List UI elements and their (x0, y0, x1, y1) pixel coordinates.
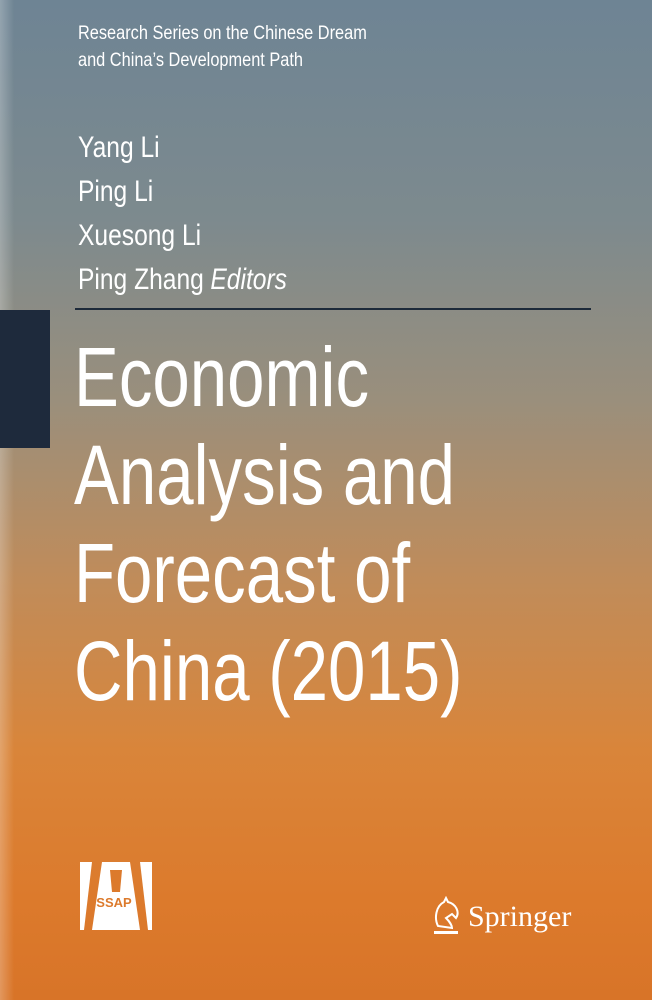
editors-label: Editors (210, 263, 287, 296)
spine-block (0, 310, 50, 448)
springer-horse-icon (434, 896, 459, 934)
title-line: Analysis and (74, 428, 456, 522)
editor: Yang Li (78, 131, 160, 164)
title-line: Economic (74, 330, 370, 424)
editor: Xuesong Li (78, 219, 202, 252)
editors: Yang Li Ping Li Xuesong Li Ping Zhang Edi… (78, 126, 287, 302)
series-title: Research Series on the Chinese Dream and… (78, 20, 367, 74)
book-title: Economic Analysis and Forecast of China … (74, 328, 463, 720)
cover-edge (0, 0, 14, 1000)
title-line: China (2015) (74, 624, 463, 718)
series-line: and China’s Development Path (78, 50, 303, 71)
title-line: Forecast of (74, 526, 411, 620)
svg-text:SSAP: SSAP (96, 895, 132, 910)
ssap-logo: SSAP (80, 862, 152, 930)
series-line: Research Series on the Chinese Dream (78, 23, 367, 44)
springer-logo: Springer (430, 896, 571, 938)
editor: Ping Zhang (78, 263, 204, 296)
springer-wordmark: Springer (468, 900, 572, 933)
editor: Ping Li (78, 175, 154, 208)
divider (75, 308, 591, 310)
